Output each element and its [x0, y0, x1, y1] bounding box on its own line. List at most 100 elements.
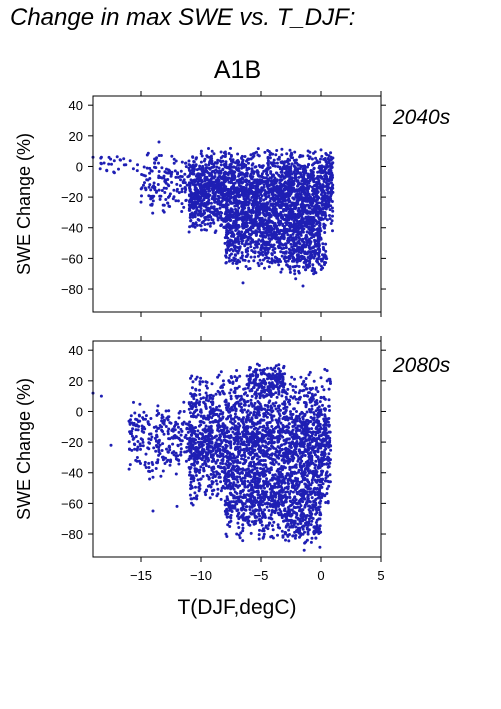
scatter-point — [219, 150, 223, 154]
scatter-point — [290, 217, 294, 221]
scatter-point — [256, 153, 260, 157]
scatter-point — [172, 161, 176, 165]
scatter-point — [191, 215, 195, 219]
scatter-point — [203, 228, 207, 232]
scatter-point — [306, 251, 309, 255]
scatter-point — [329, 158, 333, 162]
scatter-point — [296, 171, 300, 175]
scatter-point — [245, 254, 249, 258]
scatter-point — [324, 447, 328, 451]
scatter-point — [292, 170, 296, 174]
scatter-point — [158, 197, 162, 201]
scatter-point — [295, 195, 299, 199]
scatter-point — [210, 187, 214, 191]
scatter-point — [249, 188, 253, 192]
scatter-point — [291, 259, 294, 263]
scatter-point — [149, 197, 153, 201]
scatter-point — [320, 164, 324, 168]
scatter-point — [280, 267, 284, 271]
scatter-point — [266, 163, 270, 167]
scatter-point — [227, 180, 231, 184]
scatter-point — [288, 191, 292, 195]
scatter-point — [272, 224, 276, 228]
scatter-point — [211, 397, 215, 401]
scatter-point — [142, 183, 145, 187]
scatter-point — [327, 191, 331, 195]
scatter-point — [212, 221, 215, 224]
scatter-point — [322, 417, 326, 421]
scatter-point — [209, 172, 213, 176]
scatter-point — [275, 227, 279, 231]
scatter-point — [266, 250, 270, 254]
scatter-point — [151, 199, 155, 203]
scatter-point — [325, 162, 329, 166]
scatter-point — [194, 221, 198, 225]
scatter-point — [306, 176, 310, 180]
scatter-point — [233, 195, 237, 199]
scatter-point — [250, 208, 254, 212]
scatter-point — [261, 207, 265, 211]
scatter-point — [199, 414, 203, 418]
scatter-point — [270, 253, 274, 257]
scatter-point — [224, 220, 227, 223]
scatter-point — [204, 178, 208, 182]
scatter-point — [264, 197, 268, 201]
scatter-point — [180, 160, 184, 164]
scatter-point — [210, 218, 214, 222]
scatter-point — [176, 171, 180, 175]
scatter-point — [293, 216, 297, 220]
scatter-point — [232, 233, 236, 237]
scatter-point — [163, 170, 167, 174]
scatter-point — [176, 175, 180, 179]
scatter-point — [235, 249, 238, 253]
scatter-point — [235, 212, 239, 216]
scatter-point — [266, 195, 270, 199]
scatter-point — [225, 176, 228, 180]
scatter-point — [322, 170, 326, 174]
scatter-point — [261, 224, 265, 228]
scatter-point — [331, 214, 334, 218]
scatter-point — [310, 236, 313, 240]
scatter-point — [173, 169, 177, 173]
scatter-point — [276, 157, 280, 161]
scatter-point — [203, 211, 207, 215]
scatter-point — [268, 260, 272, 264]
scatter-point — [220, 199, 224, 203]
scatter-point — [199, 192, 203, 195]
scatter-point — [265, 477, 269, 481]
scatter-point — [208, 224, 212, 228]
scatter-point — [225, 213, 229, 217]
scatter-point — [171, 197, 175, 201]
scatter-point — [206, 155, 210, 159]
scatter-point — [319, 148, 323, 152]
scatter-point — [293, 269, 297, 273]
scatter-point — [230, 214, 234, 218]
scatter-point — [322, 198, 326, 202]
scatter-point — [319, 229, 323, 233]
scatter-point — [243, 234, 247, 238]
scatter-point — [186, 175, 190, 179]
scatter-point — [285, 152, 289, 156]
scatter-point — [324, 207, 328, 211]
scatter-point — [198, 198, 202, 202]
scatter-point — [229, 146, 232, 150]
scatter-point — [188, 204, 192, 208]
scatter-point — [239, 256, 243, 260]
scatter-point — [303, 192, 307, 196]
scatter-point — [331, 229, 334, 233]
scatter-point — [310, 233, 314, 237]
scatter-point — [283, 175, 287, 179]
scatter-point — [286, 159, 290, 163]
scatter-point — [230, 185, 234, 189]
scatter-point — [325, 153, 329, 157]
scatter-point — [311, 266, 315, 270]
scatter-point — [279, 182, 283, 186]
scatter-point — [329, 166, 333, 170]
scatter-point — [192, 479, 196, 483]
scatter-point — [194, 186, 198, 190]
scatter-point — [204, 202, 208, 206]
scatter-point — [215, 165, 219, 169]
scatter-point — [305, 223, 309, 227]
scatter-point — [213, 200, 217, 204]
scatter-point — [232, 259, 236, 263]
